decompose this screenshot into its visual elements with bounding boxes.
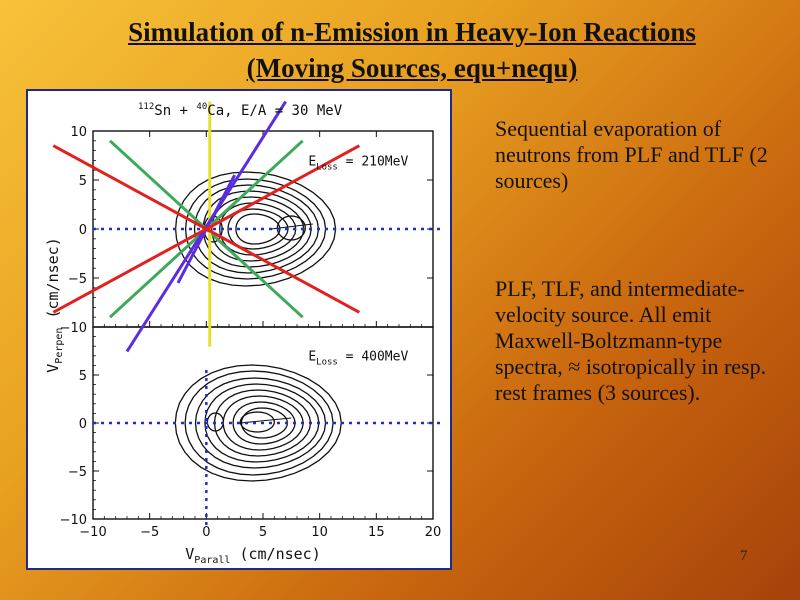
contour-top — [211, 196, 305, 262]
eloss-label: ELoss = 400MeV — [308, 350, 408, 368]
description-two-sources: Sequential evaporation of neutrons from … — [495, 116, 768, 193]
reaction-label: 112Sn + 40Ca, E/A = 30 MeV — [138, 102, 343, 119]
y-tick-label: −5 — [68, 465, 87, 480]
page-number: 7 — [740, 548, 748, 564]
contour-bottom — [232, 401, 296, 445]
contour-bottom — [194, 377, 327, 469]
contour-bottom-ridge — [240, 417, 292, 424]
overlay-line — [125, 100, 287, 353]
x-tick-label: −5 — [140, 525, 159, 540]
contour-bottom — [174, 364, 342, 482]
y-axis-label: VPerpen (cm/nsec) — [44, 237, 65, 372]
y-tick-label: 0 — [79, 417, 87, 432]
title-line-2: (Moving Sources, equ+nequ) — [246, 53, 578, 83]
contour-top — [193, 184, 320, 274]
slide-title: Simulation of n-Emission in Heavy-Ion Re… — [0, 14, 800, 86]
x-tick-label: 0 — [202, 525, 210, 540]
contour-top — [235, 213, 281, 245]
y-tick-label: 0 — [79, 223, 87, 238]
contour-top — [227, 208, 289, 250]
y-tick-label: −10 — [60, 513, 87, 528]
x-tick-label: 20 — [425, 525, 442, 540]
y-tick-label: −5 — [68, 272, 87, 287]
y-tick-label: 10 — [70, 125, 87, 140]
x-tick-label: −10 — [79, 525, 106, 540]
x-tick-label: 10 — [311, 525, 328, 540]
y-tick-label: 5 — [79, 174, 87, 189]
y-tick-label: 5 — [79, 369, 87, 384]
contour-bottom — [184, 370, 334, 476]
title-line-1: Simulation of n-Emission in Heavy-Ion Re… — [128, 17, 696, 47]
overlay-line — [52, 144, 361, 314]
eloss-label: ELoss = 210MeV — [308, 154, 408, 172]
contour-figure: −10 −5 0 5 10 15 20 −10 −5 0 5 10 −10 −5 0 5 ELoss = 210… — [26, 89, 452, 570]
y-tick-label: −10 — [60, 321, 87, 336]
contour-bottom-inner — [239, 411, 275, 433]
description-three-sources: PLF, TLF, and intermediate-velocity sour… — [495, 276, 767, 405]
x-tick-label: 15 — [368, 525, 385, 540]
x-axis-label: VParall (cm/nsec) — [185, 545, 320, 566]
contour-chart-svg: −10 −5 0 5 10 15 20 −10 −5 0 5 10 −10 −5 0 5 ELoss = 210… — [44, 100, 445, 566]
contour-bottom — [204, 383, 320, 463]
contour-top — [219, 202, 297, 256]
x-tick-label: 5 — [259, 525, 267, 540]
